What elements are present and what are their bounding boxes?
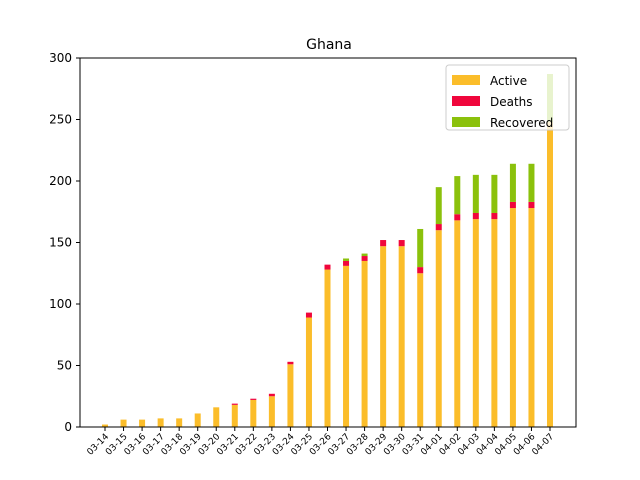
y-tick-label: 150 <box>49 236 72 250</box>
bar-deaths-04-04 <box>491 212 498 220</box>
x-tick-label: 04-07 <box>531 432 557 458</box>
bar-deaths-03-25 <box>305 312 312 318</box>
bar-active-03-29 <box>380 246 387 427</box>
legend-label-active: Active <box>490 74 527 88</box>
bar-recovered-04-04 <box>491 174 498 213</box>
bar-deaths-03-21 <box>231 403 238 405</box>
bar-recovered-04-01 <box>435 187 442 225</box>
y-tick-label: 50 <box>57 359 72 373</box>
bar-deaths-03-30 <box>398 240 405 247</box>
y-axis: 0 50 100 150 200 250 300 <box>49 51 80 434</box>
bar-deaths-03-28 <box>361 256 368 261</box>
x-axis: 03-1403-1503-1603-1703-1803-1903-2003-21… <box>86 427 557 458</box>
bar-deaths-03-29 <box>380 240 387 247</box>
legend-swatch-active <box>452 75 480 85</box>
bar-recovered-04-02 <box>454 176 461 215</box>
bar-active-04-07 <box>547 121 553 428</box>
bar-active-03-14 <box>102 424 108 427</box>
y-tick-label: 300 <box>49 51 72 65</box>
bars-layer <box>102 73 553 428</box>
bar-recovered-04-06 <box>528 163 535 202</box>
bar-active-03-20 <box>213 407 220 427</box>
bar-deaths-04-03 <box>472 212 479 220</box>
bar-recovered-03-31 <box>417 228 424 268</box>
bar-active-03-21 <box>231 404 238 427</box>
bar-active-03-31 <box>417 273 424 427</box>
bar-active-03-18 <box>176 418 183 427</box>
bar-active-04-03 <box>472 219 479 427</box>
bar-active-04-04 <box>491 219 498 427</box>
bar-active-03-30 <box>398 246 405 427</box>
chart-title: Ghana <box>306 37 352 53</box>
bar-active-03-17 <box>157 418 164 427</box>
bar-deaths-04-05 <box>509 201 516 209</box>
y-tick-label: 250 <box>49 113 72 127</box>
bar-active-03-28 <box>361 260 368 427</box>
bar-active-03-25 <box>305 317 312 427</box>
legend-label-recovered: Recovered <box>490 116 553 130</box>
bar-active-04-02 <box>454 220 461 427</box>
bar-deaths-03-24 <box>287 361 294 365</box>
legend-swatch-deaths <box>452 96 480 106</box>
y-tick-label: 100 <box>49 297 72 311</box>
bar-deaths-03-27 <box>343 260 350 266</box>
bar-recovered-04-05 <box>509 163 516 202</box>
bar-recovered-04-03 <box>472 174 479 213</box>
bar-deaths-03-23 <box>268 393 275 397</box>
bar-active-03-24 <box>287 364 294 427</box>
bar-active-04-05 <box>509 208 516 427</box>
bar-deaths-03-31 <box>417 267 424 274</box>
plot-frame <box>79 57 577 428</box>
legend: Active Deaths Recovered <box>445 64 570 131</box>
y-tick-label: 0 <box>64 420 72 434</box>
bar-active-04-01 <box>435 230 442 427</box>
bar-active-03-22 <box>250 399 257 427</box>
bar-recovered-03-27 <box>343 258 350 261</box>
bar-active-03-27 <box>343 265 350 427</box>
bar-deaths-03-22 <box>250 398 257 400</box>
legend-swatch-recovered <box>452 117 480 127</box>
bar-active-03-15 <box>120 419 127 427</box>
bar-active-03-16 <box>139 419 146 427</box>
bar-deaths-03-26 <box>324 264 331 270</box>
bar-active-03-19 <box>194 413 201 427</box>
bar-active-03-23 <box>268 396 275 427</box>
legend-label-deaths: Deaths <box>490 95 533 109</box>
y-tick-label: 200 <box>49 174 72 188</box>
bar-recovered-03-28 <box>361 253 368 257</box>
bar-active-03-26 <box>324 269 331 427</box>
bar-deaths-04-01 <box>435 224 442 231</box>
bar-active-04-06 <box>528 208 535 427</box>
bar-deaths-04-06 <box>528 201 535 209</box>
bar-deaths-04-02 <box>454 214 461 221</box>
